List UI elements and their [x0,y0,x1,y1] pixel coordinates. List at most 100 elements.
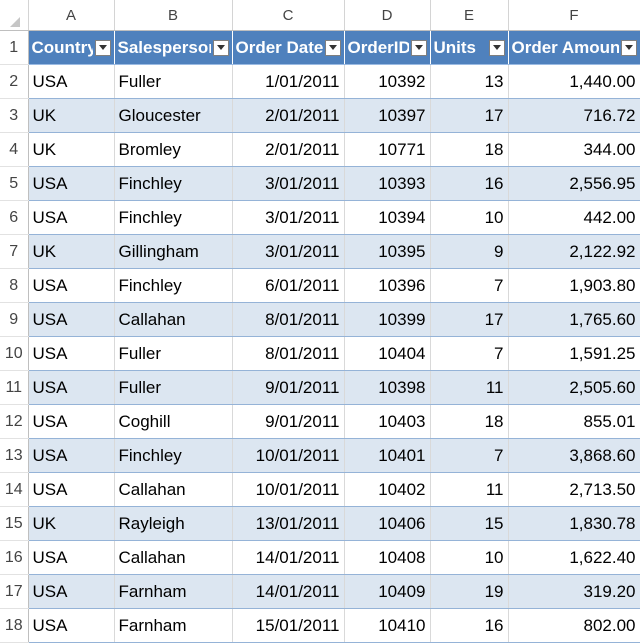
row-number[interactable]: 1 [0,30,29,65]
cell-order-id[interactable]: 10395 [344,234,431,269]
cell-order-id[interactable]: 10399 [344,302,431,337]
row-number[interactable]: 8 [0,268,29,303]
cell-order-amount[interactable]: 1,765.60 [508,302,640,337]
cell-order-amount[interactable]: 2,556.95 [508,166,640,201]
cell-salesperson[interactable]: Coghill [114,404,233,439]
row-number[interactable]: 16 [0,540,29,575]
cell-salesperson[interactable]: Finchley [114,166,233,201]
column-header-a[interactable]: A [28,0,115,31]
cell-order-id[interactable]: 10771 [344,132,431,167]
cell-units[interactable]: 11 [430,370,509,405]
cell-salesperson[interactable]: Finchley [114,268,233,303]
cell-order-id[interactable]: 10401 [344,438,431,473]
cell-salesperson[interactable]: Farnham [114,608,233,643]
row-number[interactable]: 7 [0,234,29,269]
cell-order-id[interactable]: 10406 [344,506,431,541]
cell-units[interactable]: 17 [430,98,509,133]
cell-country[interactable]: USA [28,574,115,609]
cell-salesperson[interactable]: Fuller [114,370,233,405]
cell-order-date[interactable]: 10/01/2011 [232,472,345,507]
cell-order-amount[interactable]: 442.00 [508,200,640,235]
cell-order-amount[interactable]: 802.00 [508,608,640,643]
cell-salesperson[interactable]: Finchley [114,200,233,235]
cell-order-date[interactable]: 15/01/2011 [232,608,345,643]
cell-units[interactable]: 7 [430,438,509,473]
select-all-corner[interactable] [0,0,29,31]
cell-order-amount[interactable]: 1,591.25 [508,336,640,371]
header-cell-order-id[interactable]: OrderID [344,30,431,65]
cell-order-date[interactable]: 6/01/2011 [232,268,345,303]
cell-country[interactable]: USA [28,608,115,643]
cell-order-amount[interactable]: 1,903.80 [508,268,640,303]
cell-order-date[interactable]: 8/01/2011 [232,302,345,337]
row-number[interactable]: 10 [0,336,29,371]
cell-order-amount[interactable]: 1,830.78 [508,506,640,541]
row-number[interactable]: 18 [0,608,29,643]
cell-order-amount[interactable]: 344.00 [508,132,640,167]
row-number[interactable]: 17 [0,574,29,609]
cell-country[interactable]: UK [28,234,115,269]
cell-units[interactable]: 16 [430,166,509,201]
filter-dropdown-button[interactable] [488,39,505,56]
cell-country[interactable]: USA [28,336,115,371]
column-header-e[interactable]: E [430,0,509,31]
cell-order-id[interactable]: 10392 [344,64,431,99]
column-header-c[interactable]: C [232,0,345,31]
filter-dropdown-button[interactable] [94,39,111,56]
cell-country[interactable]: USA [28,438,115,473]
cell-units[interactable]: 7 [430,268,509,303]
header-cell-units[interactable]: Units [430,30,509,65]
cell-order-id[interactable]: 10409 [344,574,431,609]
cell-units[interactable]: 11 [430,472,509,507]
cell-order-amount[interactable]: 2,505.60 [508,370,640,405]
cell-units[interactable]: 10 [430,540,509,575]
cell-order-id[interactable]: 10393 [344,166,431,201]
cell-units[interactable]: 16 [430,608,509,643]
cell-salesperson[interactable]: Callahan [114,302,233,337]
cell-order-date[interactable]: 3/01/2011 [232,234,345,269]
cell-country[interactable]: UK [28,98,115,133]
row-number[interactable]: 15 [0,506,29,541]
cell-units[interactable]: 18 [430,404,509,439]
cell-order-amount[interactable]: 319.20 [508,574,640,609]
cell-order-date[interactable]: 9/01/2011 [232,404,345,439]
cell-order-date[interactable]: 14/01/2011 [232,540,345,575]
row-number[interactable]: 2 [0,64,29,99]
cell-order-date[interactable]: 8/01/2011 [232,336,345,371]
cell-order-date[interactable]: 13/01/2011 [232,506,345,541]
filter-dropdown-button[interactable] [212,39,229,56]
cell-order-amount[interactable]: 855.01 [508,404,640,439]
cell-order-date[interactable]: 2/01/2011 [232,98,345,133]
cell-salesperson[interactable]: Callahan [114,472,233,507]
cell-units[interactable]: 10 [430,200,509,235]
cell-order-date[interactable]: 2/01/2011 [232,132,345,167]
cell-units[interactable]: 13 [430,64,509,99]
header-cell-country[interactable]: Country [28,30,115,65]
cell-units[interactable]: 17 [430,302,509,337]
cell-country[interactable]: USA [28,64,115,99]
header-cell-order-date[interactable]: Order Date [232,30,345,65]
cell-order-date[interactable]: 9/01/2011 [232,370,345,405]
cell-country[interactable]: USA [28,268,115,303]
column-header-f[interactable]: F [508,0,640,31]
header-cell-salesperson[interactable]: Salesperson [114,30,233,65]
cell-order-id[interactable]: 10410 [344,608,431,643]
row-number[interactable]: 14 [0,472,29,507]
cell-order-id[interactable]: 10394 [344,200,431,235]
cell-salesperson[interactable]: Fuller [114,336,233,371]
cell-salesperson[interactable]: Rayleigh [114,506,233,541]
cell-country[interactable]: USA [28,370,115,405]
cell-order-id[interactable]: 10398 [344,370,431,405]
row-number[interactable]: 6 [0,200,29,235]
cell-units[interactable]: 7 [430,336,509,371]
row-number[interactable]: 4 [0,132,29,167]
header-cell-order-amount[interactable]: Order Amount [508,30,640,65]
column-header-b[interactable]: B [114,0,233,31]
row-number[interactable]: 3 [0,98,29,133]
cell-order-amount[interactable]: 1,622.40 [508,540,640,575]
cell-order-amount[interactable]: 716.72 [508,98,640,133]
cell-order-date[interactable]: 3/01/2011 [232,166,345,201]
cell-order-amount[interactable]: 2,713.50 [508,472,640,507]
cell-country[interactable]: USA [28,472,115,507]
cell-salesperson[interactable]: Finchley [114,438,233,473]
